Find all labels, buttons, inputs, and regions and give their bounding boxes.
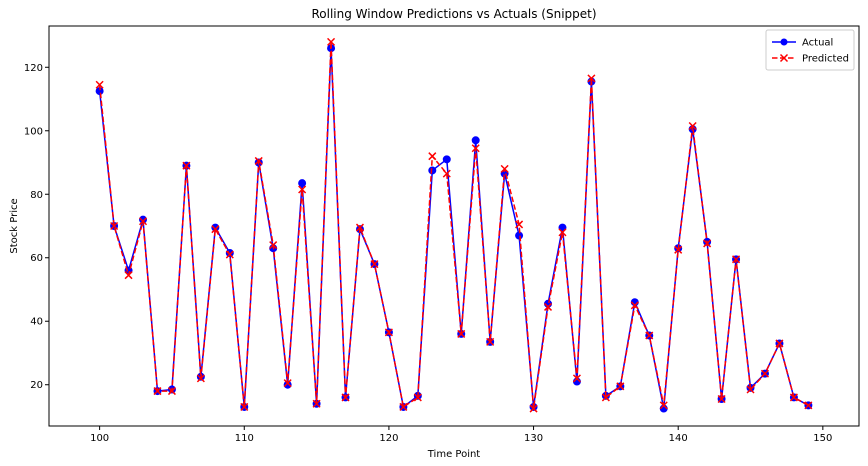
x-axis-label: Time Point — [427, 449, 481, 460]
predicted-point — [804, 401, 813, 410]
predicted-point — [138, 217, 148, 226]
predicted-point — [471, 144, 480, 153]
legend-marker — [779, 53, 789, 63]
y-tick-label: 120 — [24, 63, 43, 74]
predicted-point — [327, 37, 336, 46]
predicted-point — [370, 260, 379, 269]
predicted-point — [645, 331, 654, 340]
predicted-point — [659, 401, 668, 410]
series-line-predicted — [98, 41, 809, 410]
predicted-point — [587, 74, 596, 83]
actual-point — [442, 155, 451, 164]
series-layer — [95, 37, 813, 413]
legend-box — [765, 29, 855, 71]
predicted-point — [616, 382, 625, 391]
y-tick-label: 80 — [30, 190, 43, 201]
legend-label: Actual — [802, 38, 833, 49]
actual-point — [428, 166, 437, 175]
actual-point — [558, 223, 567, 232]
predicted-point — [298, 185, 307, 194]
y-axis-ticks: 20 40 60 80 100 120 — [24, 63, 49, 391]
predicted-point — [413, 393, 422, 402]
predicted-point — [341, 393, 350, 402]
predicted-point — [124, 271, 133, 280]
y-tick-label: 60 — [30, 253, 43, 264]
predicted-point — [225, 250, 234, 259]
predicted-point — [182, 161, 191, 170]
predicted-point — [515, 220, 524, 229]
predicted-point — [688, 121, 697, 131]
predicted-point — [240, 402, 249, 411]
predicted-point — [717, 394, 726, 404]
predicted-point — [775, 339, 784, 348]
chart-title: Rolling Window Predictions vs Actuals (S… — [311, 7, 596, 21]
predicted-point — [211, 225, 220, 234]
x-tick-label: 140 — [669, 433, 688, 444]
y-axis-label: Stock Price — [9, 198, 20, 253]
legend-marker — [780, 38, 788, 46]
x-tick-label: 110 — [235, 433, 254, 444]
predicted-point — [442, 169, 451, 178]
x-axis-ticks: 100 110 120 130 140 150 — [90, 426, 832, 444]
y-tick-label: 100 — [24, 126, 43, 137]
predicted-point — [529, 404, 538, 413]
predicted-point — [167, 387, 176, 396]
x-tick-label: 150 — [813, 433, 832, 444]
legend-item-actual: Actual — [772, 38, 833, 49]
predicted-point — [789, 393, 798, 402]
predicted-point — [399, 402, 408, 411]
plot-frame — [48, 25, 860, 427]
x-tick-label: 100 — [90, 433, 109, 444]
actual-point — [471, 136, 480, 145]
predicted-point — [558, 228, 567, 237]
plot-area: 100 110 120 130 140 150 20 40 60 80 100 120 — [24, 25, 860, 444]
predicted-point — [312, 399, 321, 408]
predicted-point — [543, 302, 553, 311]
series-predicted — [95, 37, 813, 413]
predicted-point — [457, 329, 466, 338]
x-tick-label: 130 — [524, 433, 543, 444]
predicted-point — [428, 152, 437, 161]
predicted-point — [355, 223, 365, 232]
predicted-point — [384, 328, 393, 337]
predicted-point — [269, 241, 278, 250]
legend-label: Predicted — [802, 54, 849, 65]
predicted-point — [674, 245, 683, 254]
predicted-point — [196, 374, 205, 383]
x-tick-label: 120 — [379, 433, 398, 444]
predicted-point — [283, 379, 292, 388]
predicted-point — [110, 221, 119, 231]
legend-items: Actual Predicted — [772, 38, 849, 65]
y-tick-label: 20 — [30, 380, 43, 391]
predicted-point — [572, 374, 581, 383]
predicted-point — [746, 385, 755, 394]
predicted-point — [153, 387, 162, 396]
predicted-point — [95, 80, 104, 89]
legend-item-predicted: Predicted — [772, 54, 849, 65]
predicted-point — [630, 301, 639, 310]
y-tick-label: 40 — [30, 317, 43, 328]
predicted-point — [500, 164, 509, 173]
predicted-point — [254, 156, 263, 165]
actual-point — [298, 179, 307, 188]
predicted-point — [732, 255, 741, 264]
predicted-point — [601, 393, 610, 402]
legend: Actual Predicted — [765, 29, 855, 71]
predicted-point — [760, 369, 770, 378]
predicted-point — [703, 239, 712, 248]
predicted-point — [486, 337, 495, 346]
